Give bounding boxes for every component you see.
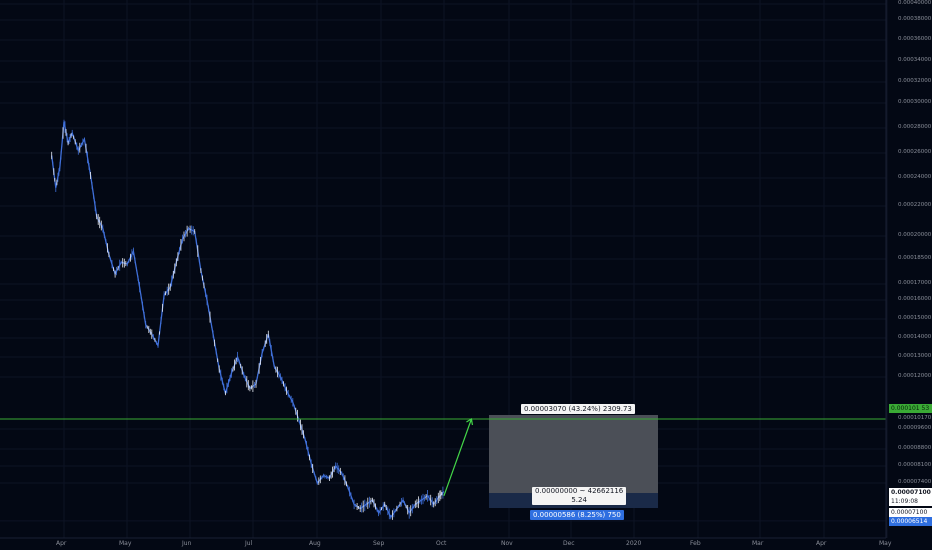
y-tick-label: 0.00024000 <box>898 174 932 180</box>
y-tick-label: 0.00015000 <box>898 315 932 321</box>
y-tick-label: 0.00020000 <box>898 232 932 238</box>
x-tick-label: Apr <box>56 540 67 547</box>
x-tick-label: 2020 <box>626 540 642 547</box>
y-tick-label: 0.00009600 <box>898 425 932 431</box>
y-tick-label: 0.00014000 <box>898 334 932 340</box>
x-tick-label: Feb <box>690 540 701 547</box>
measure-mid-label: 0.00000000 ~ 42662116 5.24 <box>532 487 627 505</box>
y-tick-label: 0.00012000 <box>898 373 932 379</box>
x-tick-label: Oct <box>436 540 447 547</box>
y-tick-label: 0.00038000 <box>898 16 932 22</box>
measure-mid-line1: 0.00000000 ~ 42662116 <box>535 487 624 495</box>
y-tick-label: 0.00017000 <box>898 280 932 286</box>
measure-top-label: 0.00003070 (43.24%) 2309.73 <box>521 404 635 414</box>
measure-gain-area[interactable] <box>489 415 658 493</box>
y-tick-label: 0.00028000 <box>898 124 932 130</box>
y-tick-label: 0.00030000 <box>898 99 932 105</box>
x-tick-label: Jun <box>182 540 192 547</box>
grid-lines <box>0 0 888 538</box>
y-tick-label: 0.00036000 <box>898 36 932 42</box>
y-tick-label: 0.00010170 <box>898 415 932 421</box>
x-tick-label: Sep <box>373 540 385 547</box>
measure-bottom-label: 0.00000586 (8.25%) 750 <box>530 510 624 520</box>
drawing-overlay[interactable] <box>0 418 886 497</box>
price-series <box>51 119 445 520</box>
y-tick-label: 0.00022000 <box>898 202 932 208</box>
x-tick-label: Dec <box>563 540 575 547</box>
x-tick-label: Apr <box>816 540 827 547</box>
y-tick-label: 0.00018500 <box>898 255 932 261</box>
low-price-tag: 0.00006514 <box>889 517 932 526</box>
y-tick-label: 0.00008800 <box>898 445 932 451</box>
x-tick-label: May <box>119 540 132 547</box>
projection-arrow[interactable] <box>443 418 474 497</box>
current-price-tag[interactable]: 0.00007100 <box>889 488 932 497</box>
y-tick-label: 0.00040000 <box>898 0 932 6</box>
y-tick-label: 0.00008100 <box>898 462 932 468</box>
x-tick-label: Aug <box>309 540 321 547</box>
y-tick-label: 0.00007400 <box>898 479 932 485</box>
x-tick-label: Jul <box>245 540 253 547</box>
y-tick-label: 0.00034000 <box>898 57 932 63</box>
y-tick-label: 0.00013000 <box>898 353 932 359</box>
level-price-tag[interactable]: 0.000101 53 <box>889 404 932 413</box>
current-price-tag-2: 0.00007100 <box>889 508 932 517</box>
countdown-tag: 11:09:08 <box>889 497 932 506</box>
measure-mid-line2: 5.24 <box>571 496 587 504</box>
y-tick-label: 0.00032000 <box>898 78 932 84</box>
x-tick-label: Mar <box>752 540 764 547</box>
x-tick-label: May <box>879 540 892 547</box>
y-tick-label: 0.00016000 <box>898 296 932 302</box>
y-tick-label: 0.00026000 <box>898 149 932 155</box>
x-tick-label: Nov <box>501 540 513 547</box>
